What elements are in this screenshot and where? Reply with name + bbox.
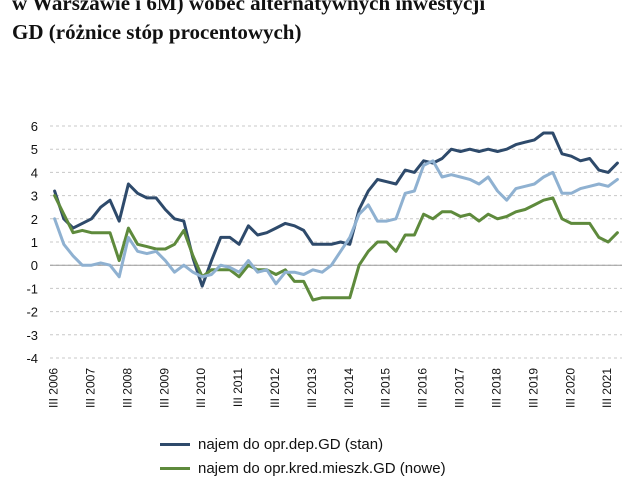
y-tick-label: 2: [31, 212, 38, 227]
y-tick-label: 6: [31, 119, 38, 134]
legend-swatch-0: [160, 442, 190, 446]
y-tick-label: -3: [26, 328, 38, 343]
line-chart: -4 -3 -2 -1 0 1 2 3 4 5 6 III 2006 III 2007 III 2008 I…: [26, 119, 622, 408]
legend-label-0: najem do opr.dep.GD (stan): [198, 435, 384, 453]
chart-title: w Warszawie i 6M) wobec alternatywnych i…: [12, 0, 632, 47]
x-tick-label: III 2018: [489, 368, 503, 408]
y-tick-label: 3: [31, 189, 38, 204]
series-line-0: [53, 131, 619, 288]
x-tick-label: III 2013: [305, 368, 319, 408]
y-tick-label: 0: [31, 258, 38, 273]
legend-swatch-1: [160, 466, 190, 470]
legend-label-1: najem do opr.kred.mieszk.GD (nowe): [198, 459, 446, 477]
x-tick-label: III 2020: [563, 368, 577, 408]
x-tick-label: III 2007: [84, 368, 98, 408]
x-tick-label: III 2014: [342, 368, 356, 408]
y-tick-label: 5: [31, 142, 38, 157]
legend: najem do opr.dep.GD (stan) najem do opr.…: [160, 432, 620, 480]
x-tick-label: III 2011: [231, 368, 245, 407]
y-tick-label: -2: [26, 305, 38, 320]
y-tick-label: 1: [31, 235, 38, 250]
x-tick-label: III 2017: [453, 368, 467, 408]
y-tick-label: -1: [26, 281, 38, 296]
legend-item-0: najem do opr.dep.GD (stan): [160, 432, 620, 456]
x-tick-label: III 2006: [47, 368, 61, 408]
x-tick-label: III 2008: [120, 368, 134, 408]
x-tick-label: III 2019: [526, 368, 540, 408]
x-tick-label: III 2021: [600, 368, 614, 408]
series-line-2: [53, 159, 619, 286]
x-tick-label: III 2010: [194, 368, 208, 408]
legend-item-1: najem do opr.kred.mieszk.GD (nowe): [160, 456, 620, 480]
y-tick-label: 4: [31, 165, 38, 180]
x-tick-label: III 2009: [157, 368, 171, 408]
x-tick-label: III 2016: [416, 368, 430, 408]
x-tick-label: III 2015: [379, 368, 393, 408]
y-tick-label: -4: [26, 351, 38, 366]
x-tick-label: III 2012: [268, 368, 282, 408]
series-line-1: [53, 194, 619, 302]
title-line-2: GD (różnice stóp procentowych): [12, 20, 302, 44]
title-line-1: w Warszawie i 6M) wobec alternatywnych i…: [12, 0, 486, 15]
